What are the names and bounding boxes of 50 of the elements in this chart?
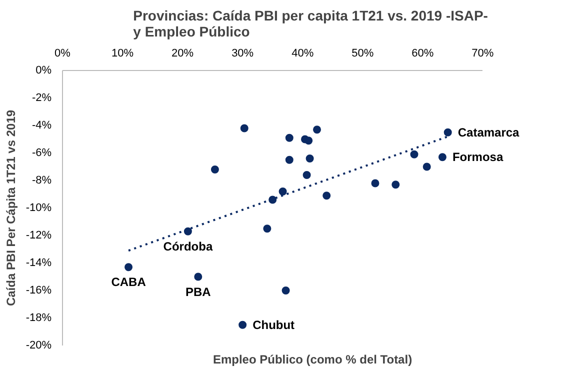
x-tick-label: 50% xyxy=(352,48,374,60)
point xyxy=(194,272,202,281)
annotation: Córdoba xyxy=(163,239,213,254)
y-tick-label: -16% xyxy=(26,284,52,296)
y-tick-label: -12% xyxy=(26,230,52,242)
y-axis-title: Caída PBI Per Cápita 1T21 vs 2019 xyxy=(4,110,18,306)
y-tick-label: 0% xyxy=(36,64,52,76)
point xyxy=(238,320,247,329)
point xyxy=(306,154,314,162)
point xyxy=(124,263,133,272)
annotation: CABA xyxy=(111,275,146,290)
x-tick-label: 0% xyxy=(54,48,71,60)
annotation: Formosa xyxy=(452,150,504,164)
y-tick-label: -4% xyxy=(32,120,52,132)
x-tick-label: 10% xyxy=(112,48,134,60)
point xyxy=(322,192,331,200)
point xyxy=(240,124,248,132)
x-axis-title: Empleo Público (como % del Total) xyxy=(212,352,412,366)
x-tick-label: 20% xyxy=(172,48,194,60)
point xyxy=(278,188,287,196)
annotation: Chubut xyxy=(252,318,295,332)
point xyxy=(302,171,311,179)
point xyxy=(285,134,294,142)
point xyxy=(371,179,380,188)
x-tick-label: 60% xyxy=(412,48,434,60)
y-tick-label: -2% xyxy=(32,92,52,104)
y-tick-label: -14% xyxy=(26,257,52,269)
point xyxy=(392,180,400,189)
point xyxy=(282,286,290,294)
point xyxy=(184,227,192,236)
point xyxy=(210,166,219,174)
point xyxy=(304,136,313,145)
x-tick-label: 30% xyxy=(232,48,254,60)
y-tick-label: -8% xyxy=(32,174,52,186)
point xyxy=(422,162,431,171)
point xyxy=(444,128,452,136)
chart-title: Provincias: Caída PBI per capita 1T21 vs. 2019 -ISAP- y Empleo Público xyxy=(133,8,488,40)
point xyxy=(285,156,294,164)
annotation: Catamarca xyxy=(458,125,520,140)
x-tick-label: 70% xyxy=(472,48,494,60)
annotation: PBA xyxy=(185,284,212,299)
point xyxy=(438,153,446,162)
x-tick-label: 40% xyxy=(292,48,314,60)
y-tick-label: -6% xyxy=(32,147,52,159)
y-tick-label: -18% xyxy=(26,312,52,324)
y-tick-label: -10% xyxy=(26,202,52,214)
y-tick-label: -20% xyxy=(26,340,52,352)
point xyxy=(263,224,272,233)
point xyxy=(313,126,321,134)
point xyxy=(410,150,418,158)
